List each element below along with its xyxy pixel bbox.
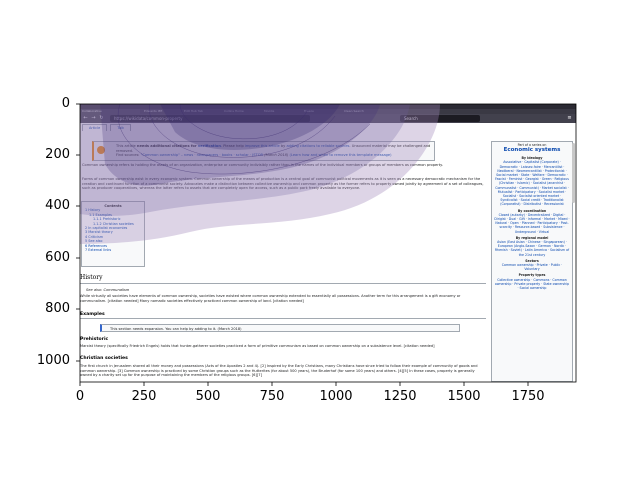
browser-screenshot: Collaborative Edwards IEE Edit Hub Tab C… <box>80 104 576 382</box>
notice-part: . Please help <box>220 144 245 148</box>
economic-systems-sidebar: Part of a series on Economic systems By … <box>491 141 573 382</box>
notice-text: This article needs additional citations … <box>116 144 436 158</box>
examples-heading: Examples <box>80 312 105 317</box>
y-tick-label: 1000 <box>36 353 70 368</box>
divider <box>80 283 486 284</box>
notice-part: Find sources: <box>116 153 141 158</box>
page-tabs: Article Talk <box>82 124 133 131</box>
notice-part: This article <box>116 144 137 148</box>
x-tick-label: 500 <box>195 389 221 404</box>
y-tick-label: 200 <box>45 147 70 162</box>
sidebar-title[interactable]: Economic systems <box>503 147 561 154</box>
sidebar-section-items[interactable]: Closed (autarky) · Decentralized · Digit… <box>494 212 570 234</box>
sidebar-section-items[interactable]: Common ownership · Private · Public · Vo… <box>501 263 563 272</box>
x-tick-label: 1500 <box>447 389 481 404</box>
prehistoric-paragraph: Marxist theory (specifically Friedrich E… <box>80 344 435 348</box>
verification-link[interactable]: verification <box>197 144 221 148</box>
reload-icon[interactable]: ↻ <box>99 115 104 121</box>
find-sources-link[interactable]: "Common ownership" <box>140 153 180 158</box>
sources-links[interactable]: – news · newspapers · books · scholar · … <box>179 153 264 158</box>
sidebar-section-items[interactable]: Associative · Capitalist (Corporate) · D… <box>495 160 569 207</box>
table-of-contents: Contents 1 History 1.1 Examples 1.1.1 Pr… <box>81 201 145 267</box>
toc-item[interactable]: 7 External links <box>85 248 112 253</box>
x-tick-label: 750 <box>259 389 285 404</box>
x-tick-label: 0 <box>75 389 85 404</box>
christian-paragraph: The first church in Jerusalem shared all… <box>80 364 478 378</box>
history-paragraph: While virtually all societies have eleme… <box>80 294 461 303</box>
sidebar-section-items[interactable]: Asian (East Asian · Chinese · Singaporea… <box>494 240 570 257</box>
intro-paragraph-2: Forms of common ownership exist in every… <box>82 177 484 191</box>
tab-article[interactable]: Article <box>82 124 108 131</box>
search-bar[interactable]: Search <box>400 115 480 122</box>
x-tick-label: 1750 <box>511 389 545 404</box>
forward-icon[interactable]: → <box>91 115 96 121</box>
notice-part: needs additional citations for <box>136 144 198 148</box>
x-tick-label: 1250 <box>383 389 417 404</box>
divider <box>80 318 486 319</box>
url-bar[interactable]: https://wikidata/common-property <box>110 115 310 122</box>
improve-link[interactable]: improve this article <box>244 144 280 148</box>
navigation-toolbar: ← → ↻ https://wikidata/common-property S… <box>80 114 576 123</box>
y-tick-label: 0 <box>61 96 70 111</box>
intro-paragraph-1: Common ownership refers to holding the a… <box>82 163 443 167</box>
y-tick-label: 800 <box>45 301 70 316</box>
scrollbar[interactable] <box>572 143 575 203</box>
back-icon[interactable]: ← <box>83 115 88 121</box>
notice-date: (March 2018) <box>263 153 290 158</box>
y-tick-label: 400 <box>45 198 70 213</box>
history-heading: History <box>80 274 103 281</box>
wiki-page: Article Talk This article needs addition… <box>80 123 576 382</box>
sidebar-section-items[interactable]: Collective ownership · Commons · Common … <box>494 277 570 291</box>
menu-icon[interactable]: ≡ <box>567 115 572 121</box>
expansion-notice: This section needs expansion. You can he… <box>100 324 460 332</box>
y-tick-label: 600 <box>45 250 70 265</box>
prehistoric-heading: Prehistoric <box>80 337 109 342</box>
learn-link[interactable]: (Learn how and when to remove this templ… <box>289 153 392 158</box>
citation-notice: This article needs additional citations … <box>92 141 435 161</box>
x-tick-label: 250 <box>131 389 157 404</box>
tab-talk[interactable]: Talk <box>110 124 132 131</box>
see-also-note: See also: Communalism <box>86 288 130 292</box>
x-tick-label: 1000 <box>319 389 353 404</box>
question-icon <box>97 146 105 154</box>
christian-heading: Christian societies <box>80 356 128 361</box>
citations-link[interactable]: adding citations to reliable sources <box>286 144 350 148</box>
